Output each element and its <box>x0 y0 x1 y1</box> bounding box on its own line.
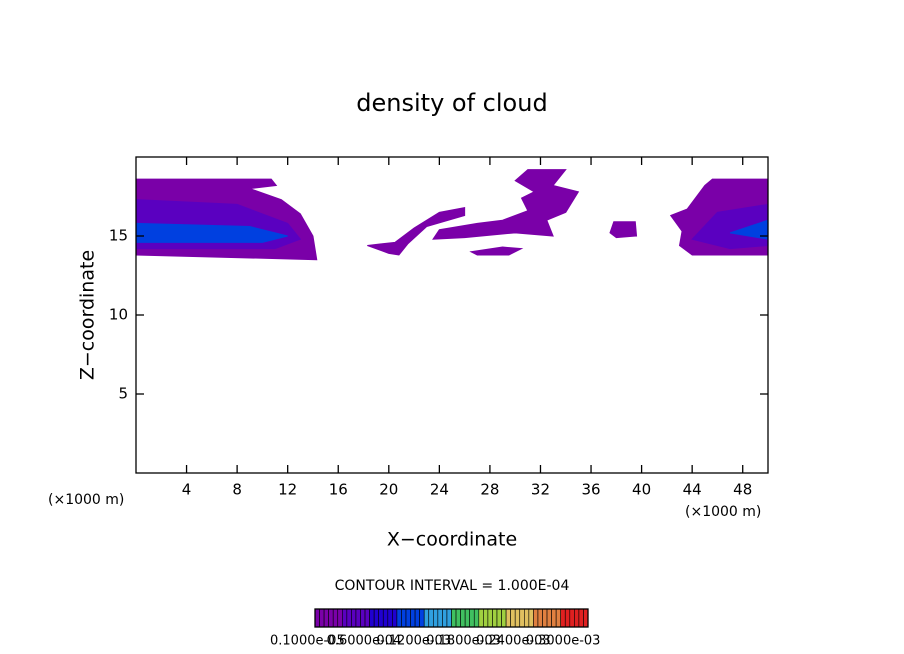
colorbar-stripe <box>382 608 389 628</box>
x-tick-label: 40 <box>632 481 651 499</box>
x-tick-label: 20 <box>379 481 398 499</box>
colorbar-stripe <box>583 608 589 628</box>
contour-region <box>469 246 524 256</box>
colorbar-label: 0.6000e-04 <box>327 634 402 649</box>
y-axis-label: Z−coordinate <box>77 250 99 380</box>
colorbar-stripe <box>319 608 325 628</box>
colorbar-stripe <box>355 608 361 628</box>
colorbar-stripe <box>351 608 357 628</box>
colorbar-stripe <box>478 608 484 628</box>
colorbar-stripe <box>464 608 470 628</box>
colorbar-stripe <box>533 608 539 628</box>
colorbar-stripe <box>419 608 425 628</box>
colorbar-stripe <box>428 608 434 628</box>
x-tick-label: 16 <box>329 481 348 499</box>
contour-interval: CONTOUR INTERVAL = 1.000E-04 <box>335 578 570 594</box>
x-tick-label: 8 <box>232 481 242 499</box>
colorbar-label: 0.1200e-03 <box>376 634 451 649</box>
colorbar-stripe <box>423 608 430 628</box>
colorbar-stripe <box>414 608 420 628</box>
colorbar-stripe <box>341 608 348 628</box>
colorbar-stripe <box>555 608 562 628</box>
colorbar-stripe <box>505 608 511 628</box>
y-tick-label: 5 <box>118 385 128 403</box>
colorbar-stripe <box>405 608 411 628</box>
y-tick-label: 15 <box>109 227 128 245</box>
colorbar-stripe <box>496 608 502 628</box>
colorbar-stripe <box>564 608 571 628</box>
colorbar-stripe <box>432 608 439 628</box>
colorbar-stripe <box>314 608 320 628</box>
colorbar-stripe <box>337 608 343 628</box>
colorbar-stripe <box>492 608 498 628</box>
colorbar-stripe <box>546 608 552 628</box>
colorbar-stripe <box>360 608 366 628</box>
colorbar-stripe <box>501 608 507 628</box>
colorbar-stripe <box>437 608 443 628</box>
colorbar-stripe <box>364 608 370 628</box>
colorbar-stripe <box>569 608 575 628</box>
x-tick-label: 32 <box>531 481 550 499</box>
colorbar-stripe <box>519 608 525 628</box>
x-tick-label: 28 <box>480 481 499 499</box>
contour-region <box>432 169 580 240</box>
colorbar-stripe <box>323 608 329 628</box>
x-unit-right: (×1000 m) <box>685 504 761 520</box>
colorbar-stripe <box>369 608 375 628</box>
chart-title: density of cloud <box>356 89 547 117</box>
x-unit: (×1000 m) <box>48 492 124 508</box>
colorbar-stripe <box>551 608 557 628</box>
colorbar-stripe <box>446 608 452 628</box>
contour-region <box>367 206 466 256</box>
x-axis-label: X−coordinate <box>387 529 517 551</box>
colorbar-stripe <box>560 608 566 628</box>
x-tick-label: 36 <box>581 481 600 499</box>
colorbar-label: 0.3000e-03 <box>526 634 601 649</box>
x-tick-label: 24 <box>430 481 449 499</box>
colorbar-stripe <box>469 608 475 628</box>
colorbar-stripe <box>483 608 489 628</box>
colorbar-stripe <box>378 608 384 628</box>
colorbar-stripe <box>328 608 334 628</box>
x-tick-label: 12 <box>278 481 297 499</box>
colorbar-stripe <box>537 608 543 628</box>
colorbar-label: 0.1000e-05 <box>270 634 345 649</box>
colorbar-stripe <box>401 608 407 628</box>
contour-region <box>609 221 638 239</box>
colorbar-stripe <box>574 608 580 628</box>
y-tick-label: 10 <box>109 306 128 324</box>
colorbar-stripe <box>346 608 352 628</box>
colorbar-stripe <box>373 608 379 628</box>
colorbar-stripe <box>523 608 530 628</box>
colorbar-stripe <box>528 608 534 628</box>
colorbar-stripe <box>460 608 466 628</box>
colorbar-stripe <box>510 608 516 628</box>
colorbar-stripe <box>442 608 448 628</box>
x-tick-label: 48 <box>733 481 752 499</box>
colorbar-frame <box>314 608 589 628</box>
colorbar-stripe <box>410 608 416 628</box>
colorbar-stripe <box>514 608 521 628</box>
colorbar-stripe <box>542 608 548 628</box>
colorbar-stripe <box>332 608 339 628</box>
colorbar-stripe <box>392 608 398 628</box>
x-tick-label: 4 <box>182 481 192 499</box>
colorbar-stripe <box>487 608 493 628</box>
x-tick-label: 44 <box>683 481 702 499</box>
colorbar-stripe <box>578 608 584 628</box>
colorbar-label: 0.1800e-03 <box>426 634 501 649</box>
colorbar-stripe <box>387 608 393 628</box>
colorbar-stripe <box>455 608 461 628</box>
colorbar-stripe <box>451 608 457 628</box>
colorbar-stripe <box>396 608 402 628</box>
colorbar-stripe <box>473 608 480 628</box>
colorbar-label: 0.2400e-03 <box>476 634 551 649</box>
